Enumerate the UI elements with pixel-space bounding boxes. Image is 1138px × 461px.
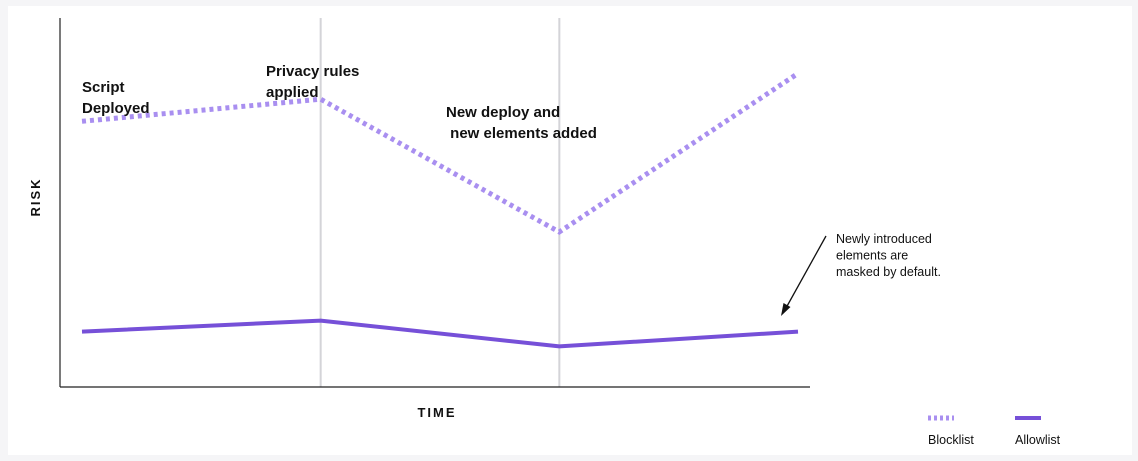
series-line-blocklist [81, 71, 800, 235]
legend-label-blocklist: Blocklist [928, 433, 974, 447]
phase-annotation-label: Privacy rules [266, 63, 359, 80]
callout-note: Newly introduced [836, 232, 932, 246]
chart-panel [8, 6, 1132, 455]
y-axis-title: RISK [28, 177, 43, 216]
phase-annotation-label: new elements added [446, 125, 597, 142]
series-line-allowlist [81, 318, 799, 349]
callout-arrow-head-icon [781, 303, 791, 316]
callout-note: elements are [836, 249, 908, 263]
phase-annotation-label: New deploy and [446, 104, 560, 121]
phase-annotation-label: applied [266, 84, 319, 101]
annotation-script-deployed: Script [82, 79, 125, 96]
annotation-script-deployed: Deployed [82, 100, 150, 117]
callout-note: masked by default. [836, 265, 941, 279]
callout-arrow-line [785, 235, 827, 309]
x-axis-title: TIME [417, 405, 456, 420]
legend-label-allowlist: Allowlist [1015, 433, 1061, 447]
